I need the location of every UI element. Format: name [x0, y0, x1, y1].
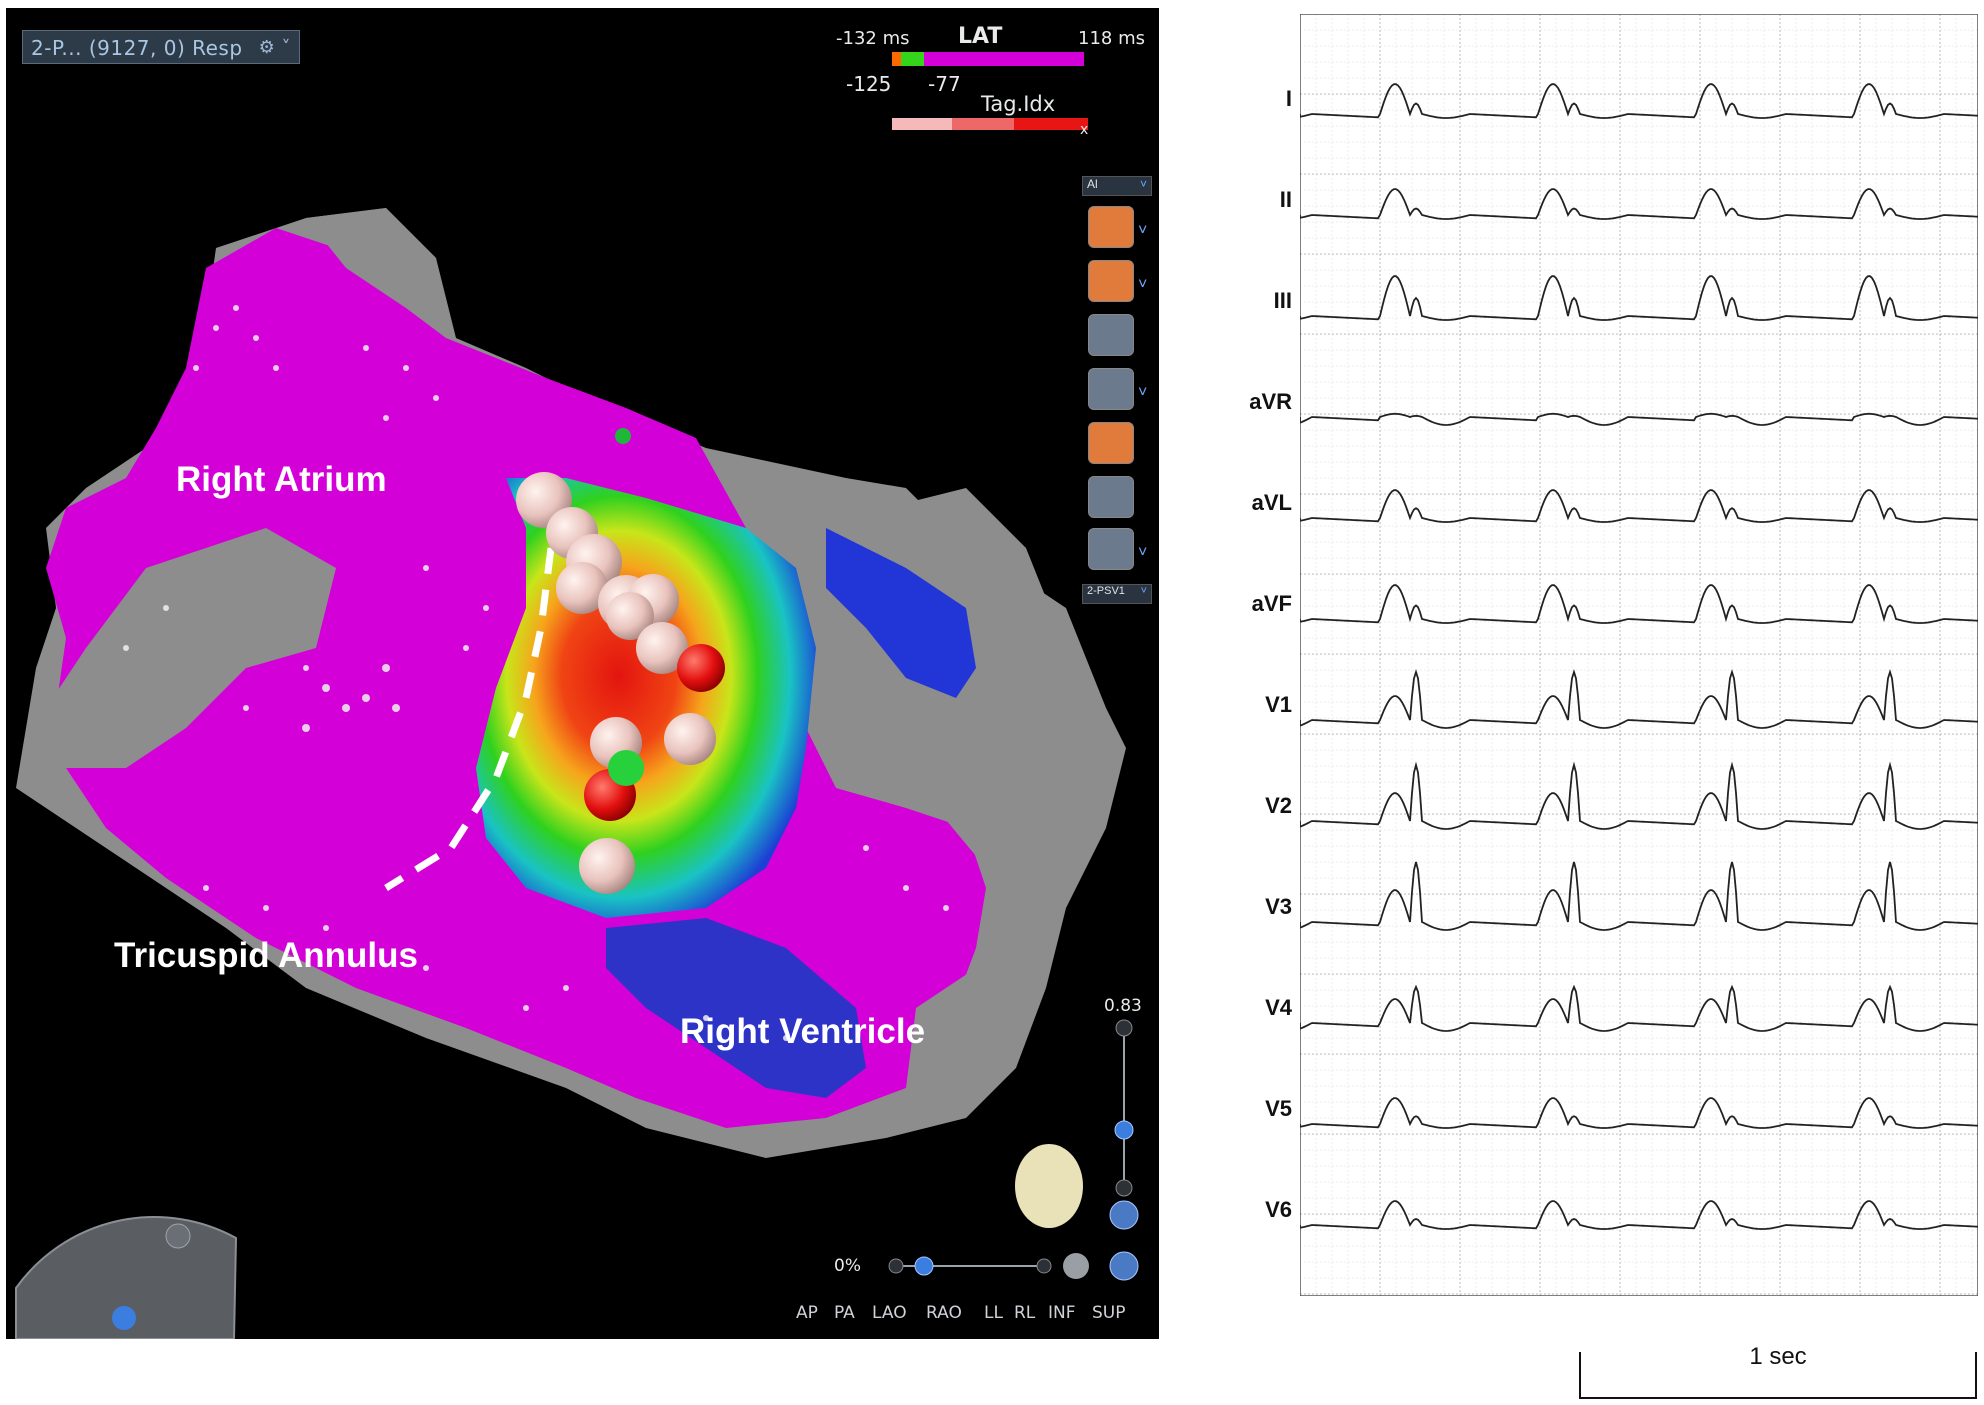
blue-lower-region	[606, 918, 866, 1098]
label-right-ventricle: Right Ventricle	[680, 1012, 926, 1051]
toolbar-bottom-dropdown[interactable]: 2-PSV1 ˅	[1082, 584, 1152, 604]
label-tricuspid-annulus: Tricuspid Annulus	[114, 936, 418, 975]
ecg-trace-aVL	[1300, 489, 1978, 523]
opacity-value: 0%	[834, 1256, 861, 1276]
zoom-value: 0.83	[1104, 996, 1142, 1016]
lead-label-aVF: aVF	[1251, 591, 1292, 616]
lat-marker-low: -125	[846, 72, 892, 96]
lat-points-icon[interactable]	[1088, 260, 1134, 302]
label-right-atrium: Right Atrium	[176, 460, 387, 499]
view-button-rao[interactable]: RAO	[926, 1303, 962, 1323]
ruler-icon[interactable]	[1088, 528, 1134, 570]
lead-label-V6: V6	[1265, 1197, 1292, 1222]
dropdown-chevron-icon: ⚙ ˅	[258, 37, 291, 58]
mapping-points	[123, 305, 949, 1041]
ecg-trace-III	[1300, 275, 1978, 321]
lead-label-V3: V3	[1265, 894, 1292, 919]
pair-points-icon[interactable]	[1088, 314, 1134, 356]
ablation-lesion-markers	[516, 472, 725, 894]
dot-grid-icon[interactable]	[1088, 476, 1134, 518]
lead-label-aVR: aVR	[1249, 389, 1292, 414]
view-button-ll[interactable]: LL	[984, 1303, 1003, 1323]
view-button-inf[interactable]: INF	[1048, 1303, 1076, 1323]
heart-orientation-icon	[1015, 1144, 1083, 1228]
lead-label-I: I	[1285, 86, 1292, 111]
ecg-trace-V6	[1300, 1200, 1978, 1230]
toolbar-dropdown[interactable]: Al ˅	[1082, 176, 1152, 196]
gray-patch-lower	[906, 968, 1006, 1108]
ecg-trace-aVF	[1300, 584, 1978, 624]
tricuspid-annulus-line	[384, 547, 555, 891]
map-toolbar: Al ˅ 2-PSV1 ˅	[1070, 104, 1159, 604]
map-mode-dropdown[interactable]: 2-P... (9127, 0) Resp ⚙ ˅	[22, 30, 300, 64]
lat-min-label: -132 ms	[836, 28, 910, 49]
ecg-trace-aVR	[1300, 412, 1978, 426]
chevron-down-icon[interactable]: ˅	[1138, 544, 1148, 561]
ecg-trace-V5	[1300, 1097, 1978, 1129]
gray-patch-left	[46, 528, 336, 768]
activation-zone	[476, 478, 816, 918]
view-button-ap[interactable]: AP	[796, 1303, 818, 1323]
points-icon[interactable]	[1088, 206, 1134, 248]
chevron-down-icon[interactable]: ˅	[1138, 276, 1148, 293]
catheter-tip-icon	[608, 750, 644, 786]
ecg-trace-V2	[1300, 761, 1978, 830]
ecg-trace-V3	[1300, 861, 1978, 931]
lead-label-V2: V2	[1265, 793, 1292, 818]
ecg-trace-V1	[1300, 668, 1978, 729]
time-scale-bar	[1579, 1352, 1977, 1399]
close-icon[interactable]: x	[1080, 122, 1089, 138]
lead-label-V5: V5	[1265, 1096, 1292, 1121]
gray-patch-upper	[306, 208, 446, 338]
lead-label-III: III	[1273, 288, 1292, 313]
ecg-traces	[1300, 83, 1978, 1230]
view-button-sup[interactable]: SUP	[1092, 1303, 1126, 1323]
tag-idx-label: Tag.Idx	[981, 92, 1056, 116]
time-scale-label: 1 sec	[1749, 1343, 1807, 1370]
color-grid-icon[interactable]	[1088, 422, 1134, 464]
ecg-tracing	[1300, 14, 1978, 1296]
lat-max-label: 118 ms	[1078, 28, 1145, 49]
view-button-pa[interactable]: PA	[834, 1303, 855, 1323]
lead-label-II: II	[1279, 187, 1292, 212]
view-button-lao[interactable]: LAO	[872, 1303, 907, 1323]
ecg-trace-II	[1300, 188, 1978, 220]
electroanatomic-map-window: 2-P... (9127, 0) Resp ⚙ ˅ -132 ms LAT 11…	[6, 8, 1159, 1339]
ecg-trace-V4	[1300, 984, 1978, 1032]
view-button-rl[interactable]: RL	[1014, 1303, 1036, 1323]
lead-label-V1: V1	[1265, 692, 1292, 717]
lat-marker-high: -77	[928, 72, 961, 96]
chevron-down-icon[interactable]: ˅	[1138, 384, 1148, 401]
blue-tongue-right	[826, 528, 976, 698]
chevron-down-icon[interactable]: ˅	[1138, 222, 1148, 239]
ecg-trace-I	[1300, 83, 1978, 119]
lead-label-aVL: aVL	[1251, 490, 1292, 515]
grid-icon[interactable]	[1088, 368, 1134, 410]
lead-label-V4: V4	[1265, 995, 1292, 1020]
lat-title: LAT	[958, 24, 1003, 49]
anatomy-3d-view[interactable]	[6, 8, 1159, 1339]
